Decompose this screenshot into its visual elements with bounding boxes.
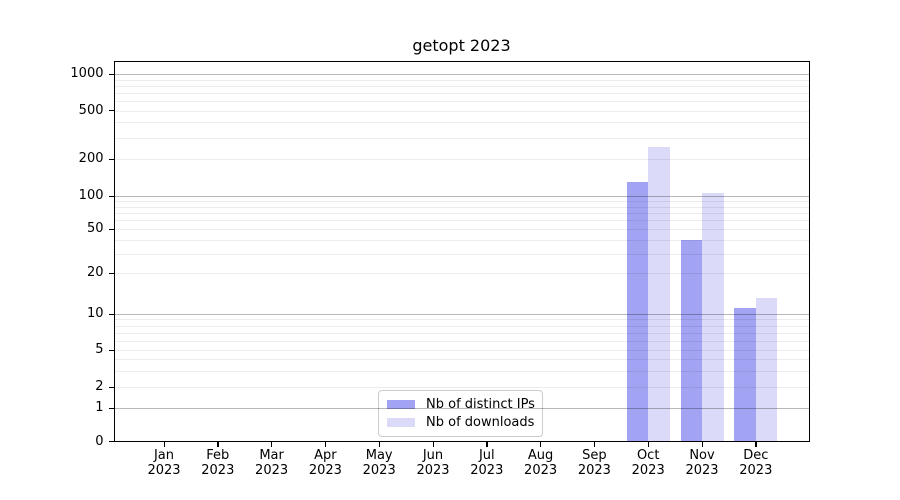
x-tick-jul [486,442,488,447]
gridline-10 [114,314,810,315]
y-tick-10 [108,313,114,315]
gridline-8 [114,325,810,327]
gridline-100 [114,196,810,197]
x-tick-apr [324,442,327,447]
gridline-20 [114,273,810,274]
x-tick-label-jun: Jun 2023 [416,448,450,478]
x-tick-label-jan: Jan 2023 [147,448,181,478]
gridline-500 [114,110,810,112]
x-tick-jan [163,442,165,447]
y-tick-label-10: 10 [86,306,104,321]
gridline-7 [114,332,810,334]
gridline-4 [114,359,810,360]
legend: Nb of distinct IPs Nb of downloads [378,390,543,437]
legend-item-downloads: Nb of downloads [387,414,535,430]
y-tick-label-100: 100 [78,188,104,203]
y-tick-label-20: 20 [86,265,104,280]
y-tick-label-0: 0 [95,433,104,449]
y-tick-20 [108,272,114,274]
y-tick-label-50: 50 [86,221,104,236]
gridline-90 [114,201,810,203]
x-tick-sep [593,442,596,447]
y-tick-label-200: 200 [78,151,104,166]
y-tick-500 [108,110,114,112]
y-tick-label-2: 2 [95,379,104,394]
legend-label-distinct-ips: Nb of distinct IPs [426,396,535,412]
bar-dec-distinct-ips [734,308,756,442]
gridline-50 [114,229,810,230]
gridline-2 [114,387,810,388]
x-tick-label-may: May 2023 [362,448,396,478]
legend-label-downloads: Nb of downloads [426,414,535,430]
x-tick-label-dec: Dec 2023 [739,448,773,478]
x-tick-label-apr: Apr 2023 [308,448,342,478]
gridline-700 [114,92,810,94]
y-tick-0 [108,441,114,443]
gridline-60 [114,220,810,222]
gridline-6 [114,340,810,342]
bar-nov-distinct-ips [680,239,702,442]
y-tick-1000 [108,73,114,75]
gridline-1000 [114,74,810,75]
x-tick-label-oct: Oct 2023 [631,448,665,478]
y-tick-label-1: 1 [95,400,104,415]
x-tick-label-mar: Mar 2023 [255,448,289,478]
y-tick-label-1000: 1000 [70,66,104,81]
legend-swatch-downloads [387,417,415,427]
x-tick-dec [755,442,757,447]
gridline-200 [114,159,810,160]
gridline-70 [114,212,810,214]
gridline-900 [114,79,810,81]
x-tick-label-jul: Jul 2023 [470,448,504,478]
x-tick-label-nov: Nov 2023 [685,448,719,478]
bar-oct-distinct-ips [626,181,649,442]
x-tick-may [378,442,380,447]
x-tick-label-sep: Sep 2023 [577,448,611,478]
x-tick-aug [540,442,542,447]
gridline-800 [114,85,810,87]
y-tick-1 [108,407,114,409]
top-spine [113,61,810,63]
x-tick-jun [432,442,434,447]
x-tick-feb [217,442,219,447]
y-tick-200 [108,158,114,160]
y-tick-5 [108,349,114,351]
gridline-400 [114,122,810,124]
gridline-30 [114,253,810,255]
bar-nov-downloads [702,193,724,442]
gridline-40 [114,239,810,241]
y-tick-label-5: 5 [95,342,104,357]
gridline-80 [114,206,810,208]
gridline-5 [114,350,810,351]
bottom-spine [113,441,810,443]
y-tick-label-500: 500 [78,102,104,118]
y-tick-2 [108,386,114,388]
x-tick-label-aug: Aug 2023 [524,448,558,478]
x-tick-nov [701,442,703,447]
x-tick-mar [271,442,273,447]
gridline-9 [114,319,810,321]
bar-oct-downloads [648,147,670,442]
legend-swatch-distinct-ips [387,399,415,409]
y-tick-100 [108,195,114,197]
bar-dec-downloads [755,298,778,442]
left-spine [113,61,115,442]
y-tick-50 [108,228,114,230]
legend-item-distinct-ips: Nb of distinct IPs [387,396,535,412]
chart-title: getopt 2023 [412,36,511,55]
gridline-3 [114,370,810,372]
gridline-600 [114,100,810,102]
gridline-1 [114,408,810,409]
x-tick-oct [647,442,649,447]
x-tick-label-feb: Feb 2023 [201,448,235,478]
right-spine [809,61,811,442]
gridline-300 [114,137,810,139]
